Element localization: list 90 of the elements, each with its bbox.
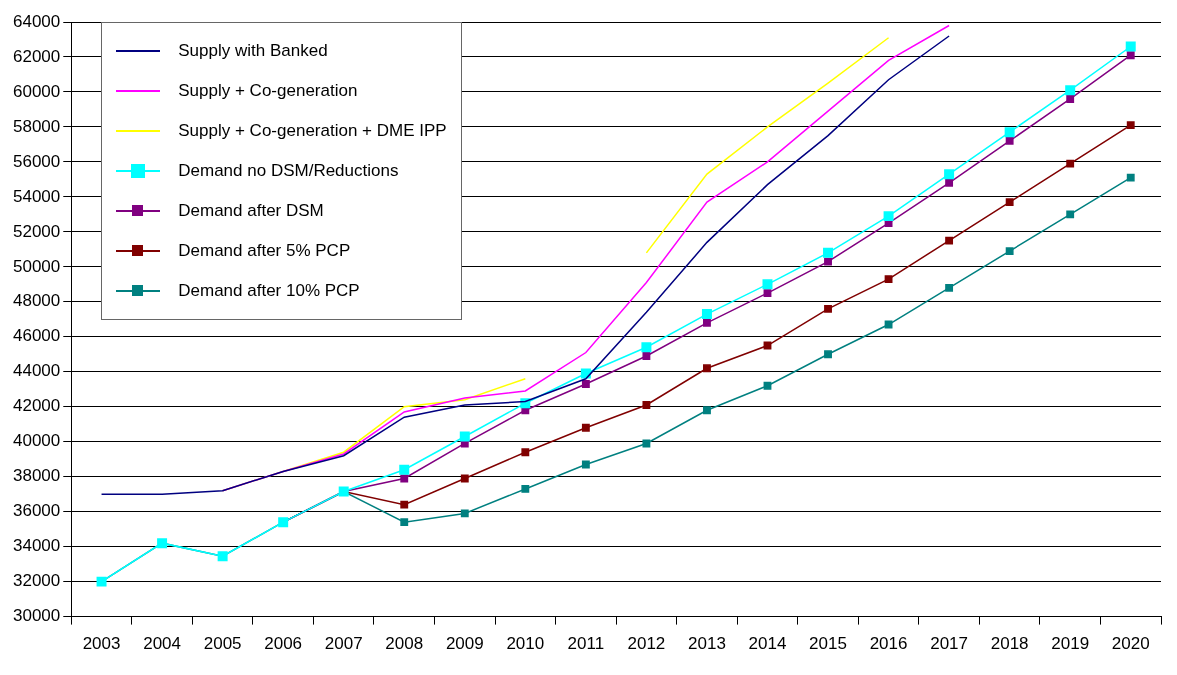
y-tick-label: 58000 (12, 116, 61, 136)
legend-label: Supply + Co-generation + DME IPP (178, 121, 447, 141)
point (580, 368, 591, 379)
point (762, 279, 773, 290)
y-tick-label: 44000 (12, 361, 61, 381)
y-tick-label: 36000 (12, 501, 61, 521)
point (945, 178, 954, 187)
point (701, 309, 712, 320)
point (703, 364, 711, 373)
point (1066, 95, 1075, 103)
y-tick-label: 42000 (12, 396, 61, 416)
point (641, 342, 652, 353)
x-tick-label: 2012 (627, 634, 666, 654)
point (1125, 41, 1136, 52)
point (642, 439, 651, 448)
y-tick-label: 46000 (12, 326, 61, 346)
point (884, 320, 893, 329)
point (642, 401, 651, 409)
point (1126, 51, 1135, 60)
point (581, 380, 590, 388)
y-tick-label: 48000 (12, 291, 61, 311)
y-tick-label: 54000 (12, 186, 61, 206)
x-tick-label: 2015 (809, 634, 847, 654)
x-tick-label: 2019 (1051, 634, 1090, 654)
x-tick-label: 2017 (930, 634, 969, 654)
y-tick-label: 30000 (12, 606, 61, 626)
point (1005, 198, 1014, 207)
point (824, 257, 832, 266)
point (763, 289, 772, 297)
x-tick-label: 2018 (990, 634, 1029, 654)
legend-label: Supply + Co-generation (178, 81, 358, 101)
point (1066, 159, 1075, 168)
y-tick-label: 32000 (12, 571, 61, 591)
x-tick-label: 2016 (869, 634, 908, 654)
point (824, 304, 832, 313)
point (1126, 121, 1135, 130)
point (945, 283, 954, 292)
point (521, 448, 530, 457)
x-tick-label: 2006 (264, 634, 303, 654)
y-tick-label: 40000 (12, 431, 61, 451)
x-tick-label: 2004 (143, 634, 181, 654)
x-tick-label: 2005 (203, 634, 242, 654)
y-tick-label: 38000 (12, 466, 61, 486)
point (1066, 210, 1075, 219)
x-tick-label: 2003 (82, 634, 121, 654)
point (703, 318, 711, 327)
point (823, 247, 834, 258)
point (945, 236, 954, 245)
point (1005, 136, 1014, 145)
point (1126, 173, 1135, 182)
point (703, 406, 711, 415)
point (459, 431, 470, 442)
point (521, 485, 530, 493)
legend-label: Demand after 10% PCP (178, 281, 360, 301)
y-tick-label: 34000 (12, 536, 61, 556)
y-tick-label: 50000 (12, 256, 61, 276)
x-tick-label: 2010 (506, 634, 545, 654)
point (1065, 85, 1076, 96)
y-tick-label: 56000 (12, 151, 61, 171)
point (400, 474, 409, 483)
y-tick-label: 62000 (12, 46, 61, 66)
point (944, 169, 955, 180)
legend-label: Supply with Banked (178, 41, 328, 61)
legend-label: Demand after 5% PCP (178, 241, 351, 261)
legend-label: Demand no DSM/Reductions (178, 161, 399, 181)
x-tick-label: 2007 (324, 634, 363, 654)
x-tick-label: 2009 (445, 634, 484, 654)
y-tick-label: 64000 (12, 11, 61, 31)
y-tick-label: 60000 (12, 81, 61, 101)
point (399, 464, 410, 475)
point (581, 460, 590, 469)
x-tick-label: 2008 (385, 634, 424, 654)
x-tick-label: 2013 (688, 634, 726, 654)
point (400, 500, 409, 509)
point (460, 474, 469, 483)
point (400, 518, 409, 527)
x-tick-label: 2011 (567, 634, 605, 654)
point (642, 352, 651, 360)
point (884, 275, 893, 284)
point (581, 423, 590, 432)
point (1004, 127, 1015, 138)
x-tick-label: 2014 (748, 634, 787, 654)
point (824, 350, 832, 359)
point (1005, 247, 1014, 256)
y-tick-label: 52000 (12, 221, 61, 241)
point (883, 211, 894, 222)
legend-label: Demand after DSM (178, 201, 324, 221)
x-tick-label: 2020 (1111, 634, 1150, 654)
point (763, 381, 772, 390)
point (460, 509, 469, 518)
